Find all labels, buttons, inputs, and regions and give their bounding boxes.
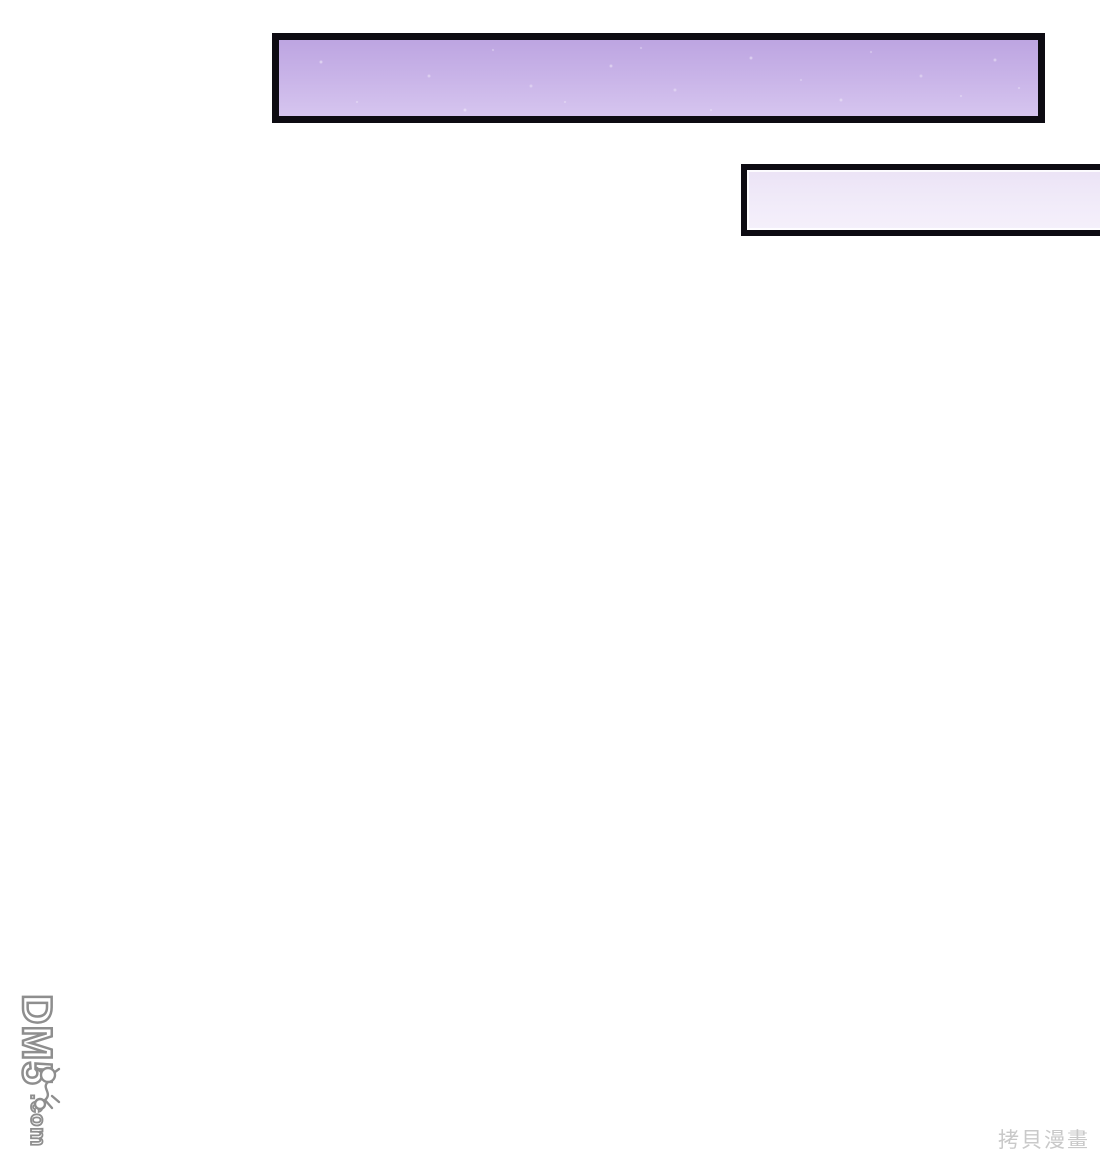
narration-panel-top bbox=[272, 33, 1045, 123]
copymanga-watermark: 拷貝漫畫 bbox=[998, 1128, 1090, 1152]
narration-panel-right bbox=[741, 164, 1100, 236]
dm5-mascot-icon bbox=[33, 1066, 61, 1111]
